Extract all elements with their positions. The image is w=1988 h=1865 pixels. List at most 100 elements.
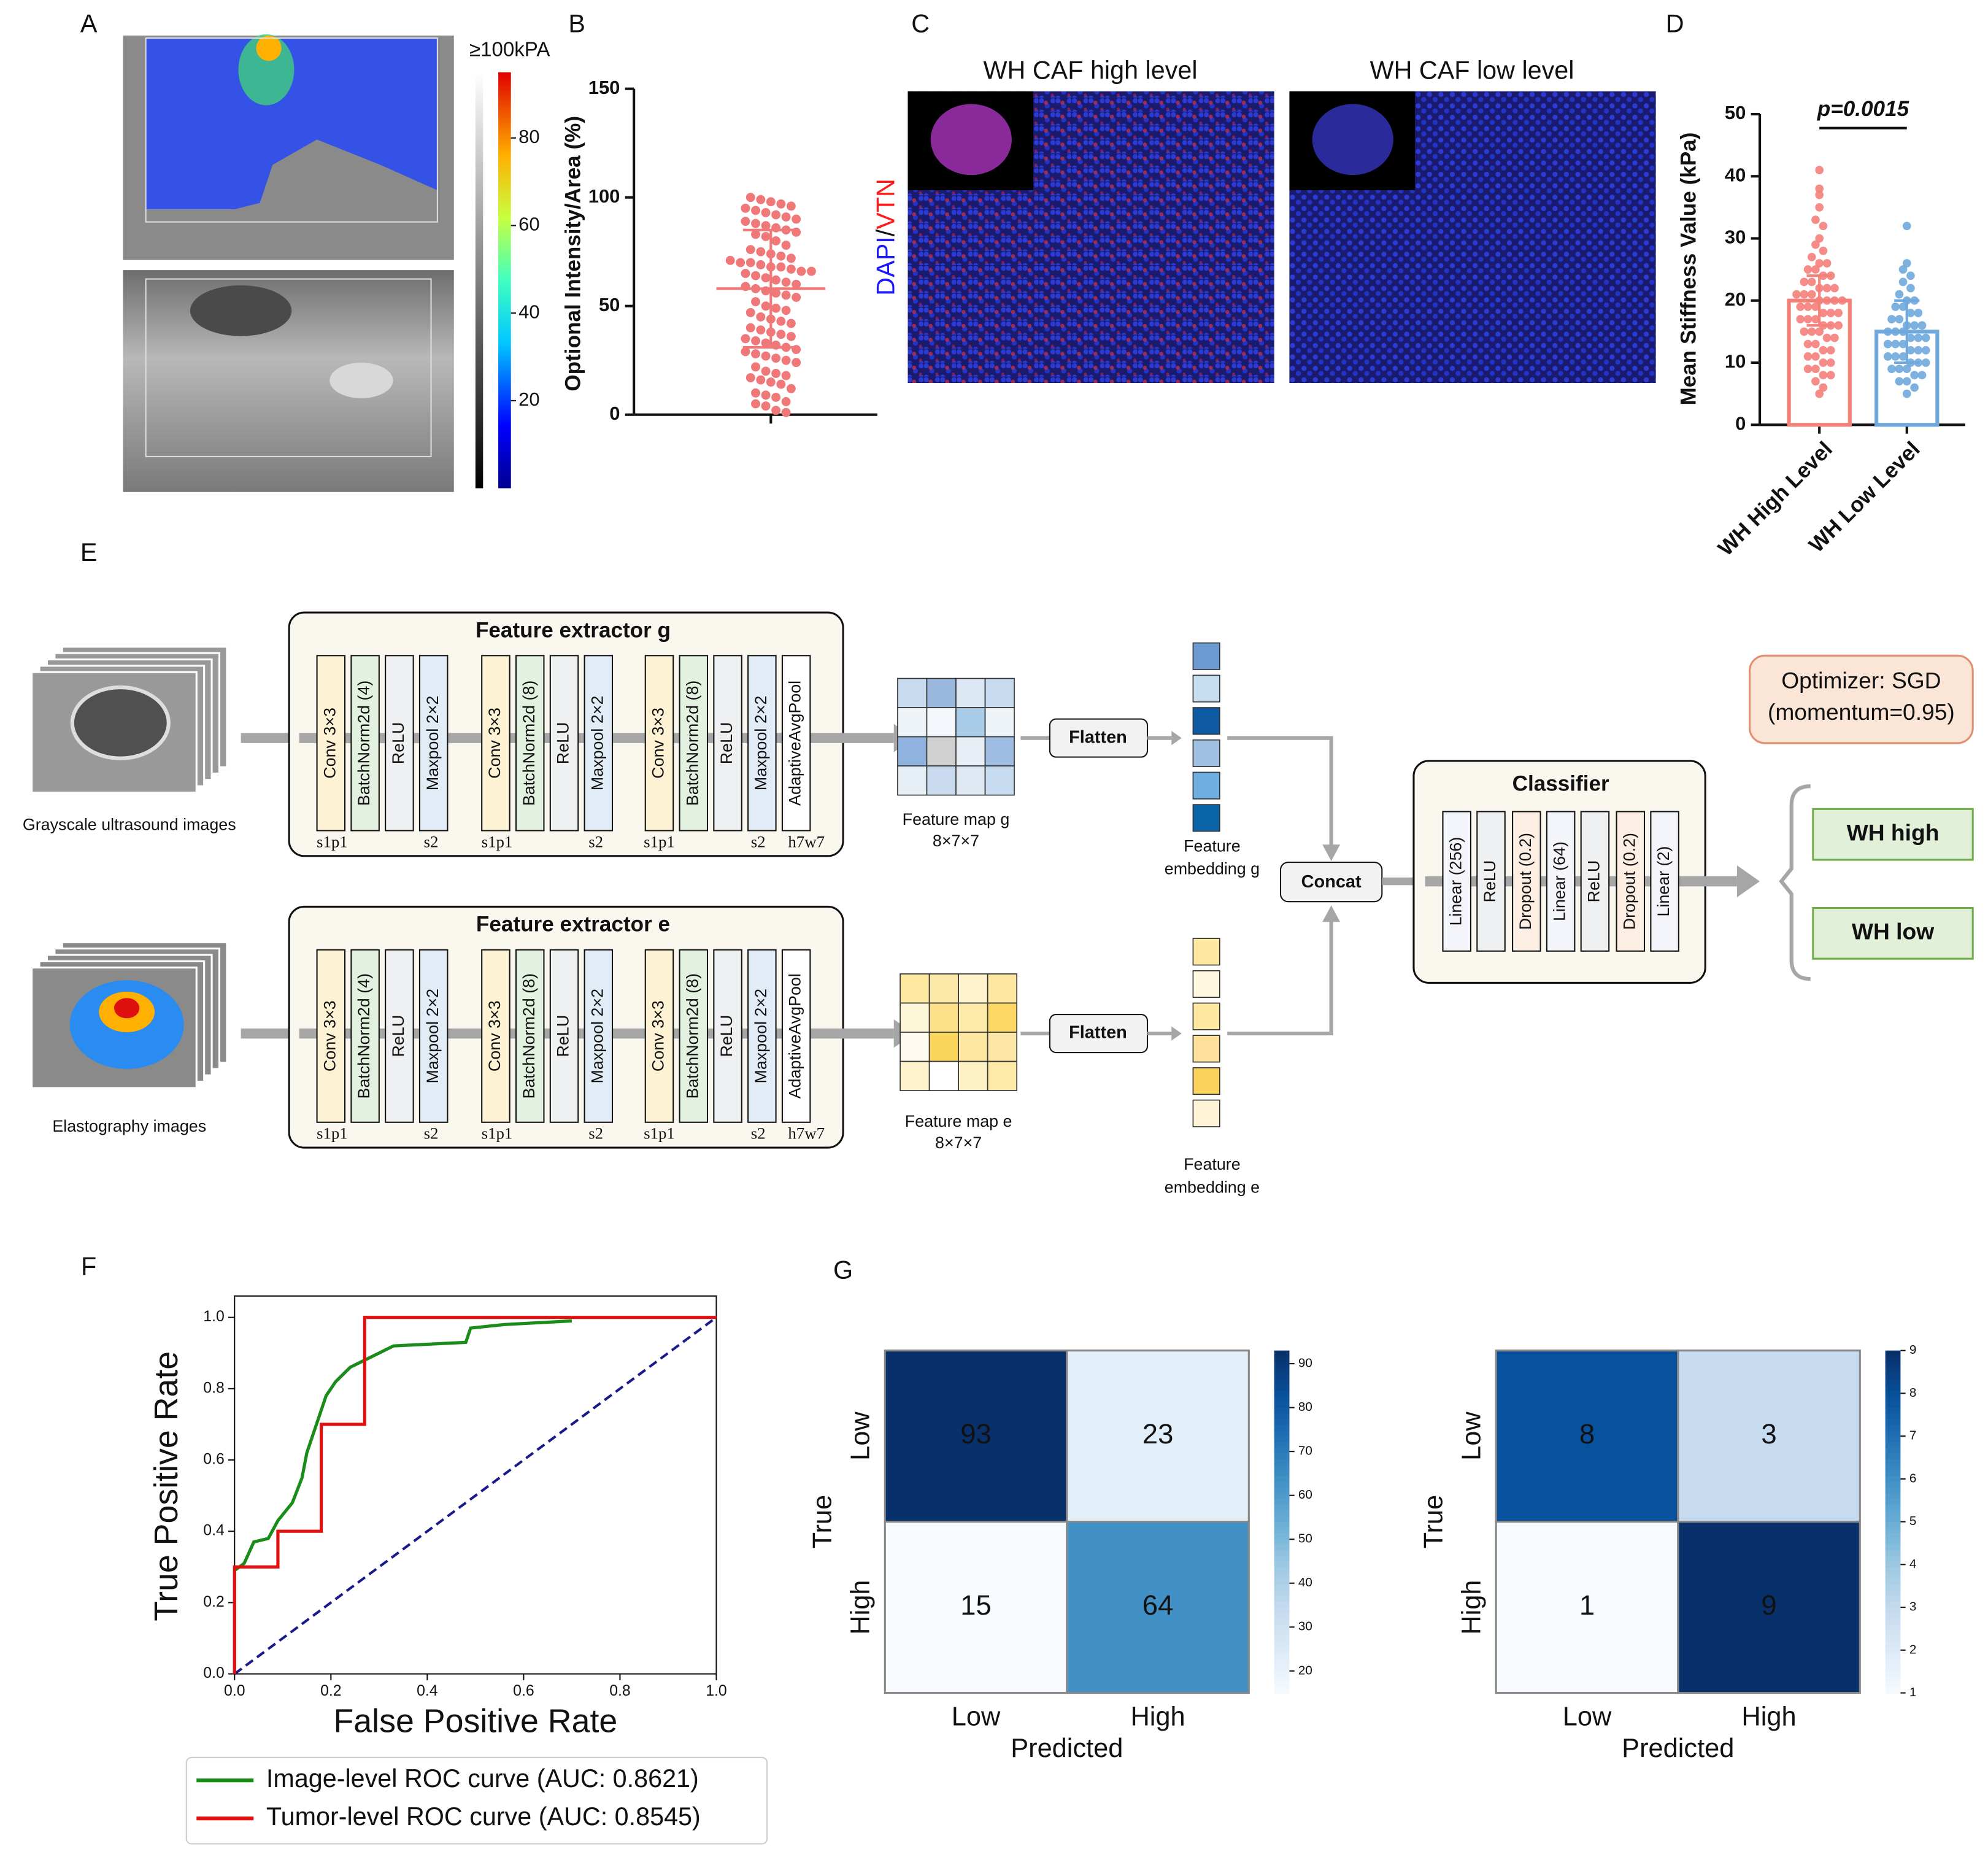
- colorbar-step: [1274, 1658, 1290, 1666]
- point: [1898, 277, 1908, 287]
- dot: [781, 212, 791, 222]
- layer-sublabel: s2: [588, 832, 603, 851]
- colorbar-tick-label: 20: [1298, 1663, 1312, 1677]
- layer-label: ReLU: [717, 722, 736, 765]
- layer-box: [316, 949, 346, 1123]
- layer-box: [713, 949, 742, 1123]
- colorbar-step: [1274, 1476, 1290, 1483]
- colorbar-step: [1274, 1493, 1290, 1500]
- point: [1834, 309, 1843, 317]
- colorbar-step: [1885, 1510, 1901, 1517]
- point: [1895, 290, 1904, 299]
- layer-label: AdaptiveAvgPool: [786, 681, 804, 806]
- embedding-label: Feature: [1184, 836, 1241, 855]
- colorbar-tick-label: 30: [1298, 1620, 1312, 1634]
- layer-label: ReLU: [554, 1015, 572, 1057]
- feature-map-cell: [987, 973, 1018, 1004]
- colorbar-step: [1885, 1681, 1901, 1688]
- layer-sublabel: s1p1: [482, 832, 513, 851]
- layer-label: Dropout (0.2): [1620, 833, 1638, 930]
- colorbar-step: [1885, 1539, 1901, 1546]
- layer-sublabel: s2: [588, 1124, 603, 1143]
- heatmap-cell: [884, 1350, 1068, 1523]
- point: [1906, 346, 1915, 355]
- colorbar-step: [1885, 1453, 1901, 1460]
- extractor-title: Feature extractor g: [476, 618, 671, 642]
- colorbar-tick-label: 70: [1298, 1444, 1312, 1458]
- panel-letter: A: [80, 9, 98, 37]
- feature-map-cell: [955, 678, 986, 708]
- colorbar-step: [1885, 1384, 1901, 1391]
- dot: [741, 347, 750, 357]
- dot: [751, 218, 760, 228]
- extractor-title: Feature extractor e: [476, 913, 670, 936]
- colorbar-tick-label: 6: [1909, 1471, 1917, 1485]
- gray-colorbar: [475, 72, 484, 488]
- colorbar-step: [1885, 1459, 1901, 1465]
- dot: [751, 206, 760, 215]
- dot: [771, 210, 781, 220]
- layer-label: BatchNorm2d (8): [520, 973, 538, 1099]
- layer-sublabel: s2: [751, 832, 766, 851]
- point: [1902, 222, 1911, 231]
- point: [1792, 290, 1801, 299]
- x-tick-label: 0.4: [417, 1683, 438, 1699]
- colorbar-step: [1274, 1402, 1290, 1408]
- point: [1803, 365, 1813, 373]
- point: [1910, 383, 1919, 392]
- layer-sublabel: s2: [424, 832, 439, 851]
- feature-map-shape: 8×7×7: [935, 1133, 982, 1152]
- point: [1819, 309, 1828, 317]
- layer-label: Maxpool 2×2: [752, 989, 770, 1084]
- point: [1819, 346, 1828, 355]
- feature-map-cell: [900, 1002, 930, 1033]
- dot: [741, 269, 750, 279]
- colorbar-step: [1274, 1527, 1290, 1534]
- point: [1803, 265, 1813, 274]
- roc-curve: [233, 1316, 717, 1674]
- point: [1826, 371, 1835, 380]
- layer-box: [644, 655, 674, 832]
- embedding-cell: [1192, 642, 1220, 670]
- dot: [761, 301, 771, 311]
- point: [1834, 321, 1843, 330]
- dot: [776, 330, 786, 339]
- colorbar-step: [1885, 1379, 1901, 1386]
- feature-map-cell: [958, 1032, 988, 1062]
- point: [1803, 352, 1813, 361]
- output-label: WH high: [1847, 819, 1940, 845]
- feature-map-cell: [928, 1060, 959, 1091]
- colorbar-step: [1885, 1481, 1901, 1489]
- arrow-head: [1171, 1026, 1182, 1041]
- dot: [786, 319, 796, 328]
- panel-letter: G: [833, 1256, 853, 1284]
- colorbar-step: [1885, 1470, 1901, 1477]
- input-caption: Grayscale ultrasound images: [23, 815, 236, 833]
- dot: [781, 241, 791, 250]
- feature-map-cell: [897, 707, 928, 738]
- point: [1803, 303, 1813, 311]
- colorbar-tick-label: 40: [1298, 1575, 1312, 1589]
- feature-map-cell: [897, 736, 928, 766]
- dot: [786, 384, 796, 393]
- colorbar-step: [1274, 1624, 1290, 1631]
- layer-box: [481, 655, 510, 832]
- colorbar-tick-label: 20: [518, 388, 539, 410]
- colorbar-step: [1885, 1419, 1901, 1426]
- colorbar-step: [1274, 1578, 1290, 1586]
- colorbar-step: [1274, 1464, 1290, 1472]
- input-caption: Elastography images: [52, 1117, 206, 1135]
- layer-sublabel: s1p1: [317, 1124, 348, 1143]
- feature-map-cell: [900, 973, 930, 1004]
- layer-box: [549, 949, 579, 1123]
- heatmap-cell: [884, 1521, 1068, 1694]
- dot: [751, 399, 760, 409]
- embedding-cell: [1192, 1099, 1220, 1127]
- y-tick-label: 0.6: [203, 1451, 224, 1468]
- dot: [741, 334, 750, 344]
- colorbar-tick-label: 4: [1909, 1557, 1917, 1571]
- colorbar-step: [1885, 1630, 1901, 1637]
- col-label: High: [1741, 1702, 1796, 1731]
- jet-colorbar: [498, 72, 511, 488]
